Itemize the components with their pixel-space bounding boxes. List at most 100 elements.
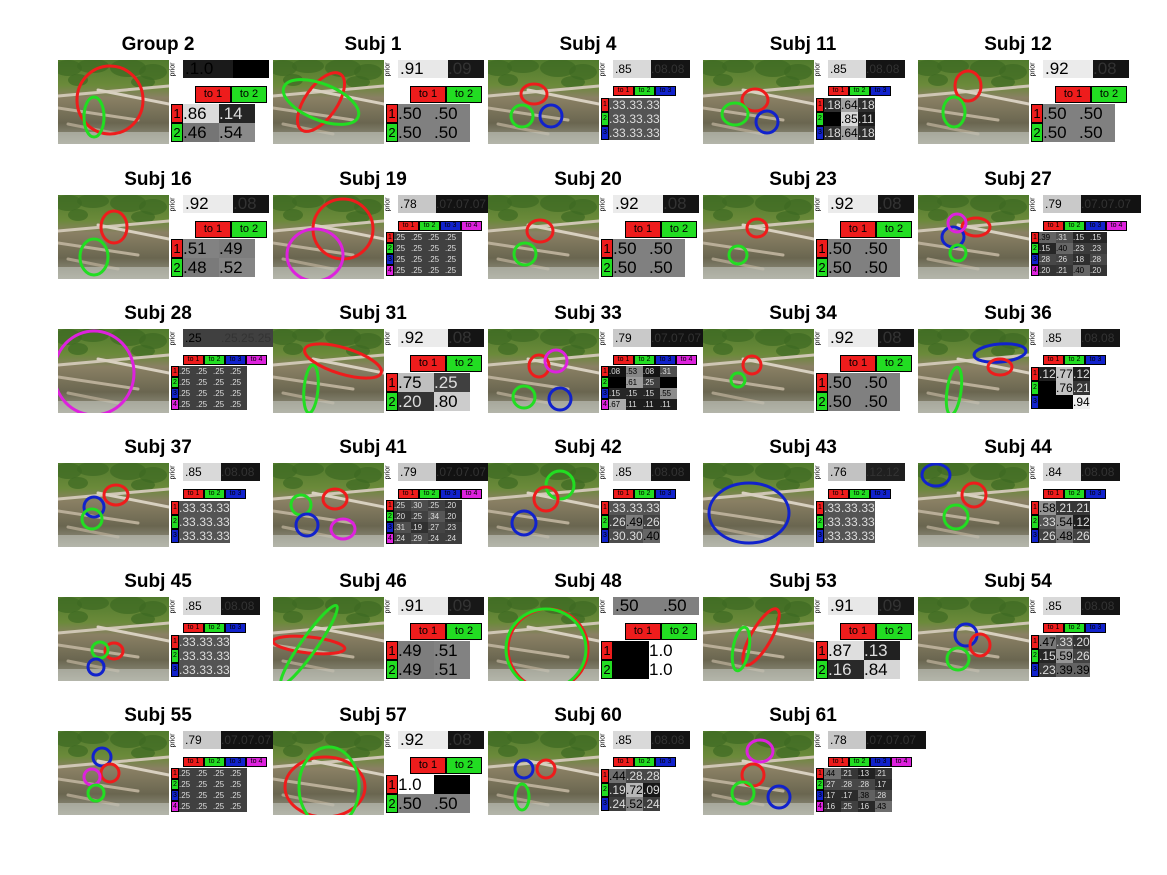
prior-label: prior — [1029, 331, 1037, 346]
transition-cell: .50 — [864, 373, 900, 392]
prior-row: .85.08.08 — [1043, 597, 1120, 615]
to-state-header: to 1 — [1043, 623, 1064, 633]
to-state-header: to 2 — [634, 757, 655, 767]
to-state-header: to 1 — [613, 489, 634, 499]
transition-cell — [660, 377, 677, 388]
scene-photo — [273, 731, 384, 815]
from-state-label: 1 — [1031, 104, 1043, 123]
from-state-label: 3 — [816, 529, 824, 543]
transition-cell — [613, 660, 649, 679]
panel-title: Subj 28 — [124, 303, 192, 324]
state-ellipse — [953, 69, 983, 103]
transition-cell: .25 — [230, 366, 247, 377]
transition-cell: .64 — [841, 98, 858, 112]
transition-cell: .25 — [196, 779, 213, 790]
scene-photo — [58, 597, 169, 681]
transition-row: 1.50.50 — [601, 239, 685, 258]
transition-row: 2.50.50 — [816, 392, 900, 411]
scene-photo — [703, 597, 814, 681]
transition-cell: .26 — [1039, 529, 1056, 543]
transition-header: to 1 to 2 — [410, 355, 482, 372]
transition-cell: .25 — [196, 366, 213, 377]
panel: Subj 44 prior .84.08.08 to 1 to 2 to 3 1.58.21… — [918, 437, 1120, 557]
transition-row: 1.75.25 — [386, 373, 470, 392]
panel: Subj 36 prior .85.08.08 to 1 to 2 to 3 1.12.77… — [918, 303, 1120, 423]
state-ellipse — [90, 640, 110, 660]
transition-cell: .08 — [609, 366, 626, 377]
transition-cell: .50 — [398, 123, 434, 142]
prior-cell: .08 — [878, 195, 914, 213]
to-state-header: to 3 — [870, 757, 891, 767]
transition-cell: .33 — [179, 649, 196, 663]
state-ellipse — [960, 216, 992, 238]
state-ellipse — [986, 357, 1014, 377]
transition-cell: .33 — [609, 501, 626, 515]
transition-cell: .33 — [213, 649, 230, 663]
transition-cell: .85 — [841, 112, 858, 126]
state-ellipse — [82, 495, 106, 519]
transition-cell: .26 — [643, 515, 660, 529]
transition-row: 1 1.0 — [601, 641, 685, 660]
to-state-header: to 2 — [446, 86, 482, 103]
prior-row: .50.50 — [613, 597, 699, 615]
from-state-label: 4 — [601, 399, 609, 410]
transition-row: 4.20.21.40.20 — [1031, 265, 1107, 276]
transition-cell: .26 — [609, 515, 626, 529]
prior-label: prior — [384, 465, 392, 480]
state-ellipse — [303, 342, 383, 380]
transition-row: 1.12.77.12 — [1031, 367, 1090, 381]
panel: Subj 11 prior .85.08.08 to 1 to 2 to 3 1.18.64… — [703, 34, 905, 154]
transition-cell: .23 — [1073, 243, 1090, 254]
prior-cell: .85 — [1043, 329, 1081, 347]
state-ellipse — [720, 101, 750, 127]
transition-row: 2.46.54 — [171, 123, 255, 142]
prior-row: .25.25.25.25 — [183, 329, 281, 347]
from-state-label: 2 — [601, 515, 609, 529]
transition-cell — [434, 775, 470, 794]
from-state-label: 1 — [386, 104, 398, 123]
transition-cell: .33 — [609, 98, 626, 112]
transition-cell: 1.0 — [649, 641, 685, 660]
scene-photo — [703, 731, 814, 815]
state-ellipse — [730, 780, 756, 806]
transition-cell: .50 — [1079, 104, 1115, 123]
to-state-header: to 2 — [204, 623, 225, 633]
state-ellipse — [942, 503, 970, 531]
transition-cell — [609, 377, 626, 388]
to-state-header: to 1 — [398, 489, 419, 499]
panel: Subj 37 prior .85.08.08 to 1 to 2 to 3 1.33.33… — [58, 437, 260, 557]
from-state-label: 2 — [1031, 381, 1039, 395]
transition-row: 1.25.25.25.25 — [171, 366, 247, 377]
transition-header: to 1 to 2 to 3 to 4 — [398, 489, 482, 499]
to-state-header: to 2 — [634, 86, 655, 96]
transition-cell: .50 — [1043, 104, 1079, 123]
from-state-label: 2 — [386, 392, 398, 411]
prior-label: prior — [1029, 599, 1037, 614]
transition-cell: .39 — [1039, 232, 1056, 243]
transition-row: 2.49.51 — [386, 660, 470, 679]
transition-cell: .51 — [434, 641, 470, 660]
transition-cell: .50 — [434, 794, 470, 813]
to-state-header: to 1 — [1043, 221, 1064, 231]
transition-cell — [613, 641, 649, 660]
prior-row: .85.08.08 — [828, 60, 905, 78]
prior-cell: .25 — [183, 329, 221, 347]
panel-title: Subj 16 — [124, 169, 192, 190]
transition-cell: .52 — [626, 797, 643, 811]
transition-cell: .76 — [1056, 381, 1073, 395]
transition-row: 2.33.33.33 — [601, 112, 660, 126]
transition-cell: .25 — [445, 243, 462, 254]
transition-cell: .20 — [445, 500, 462, 511]
panel: Subj 45 prior .85.08.08 to 1 to 2 to 3 1.33.33… — [58, 571, 260, 691]
transition-cell: .18 — [858, 126, 875, 140]
panel: Subj 54 prior .85.08.08 to 1 to 2 to 3 1.47.33… — [918, 571, 1120, 691]
panel: Subj 48 prior .50.50 to 1 to 2 1 1.0 2 1.0 — [488, 571, 699, 691]
panel: Subj 19 prior .78.07.07.07 to 1 to 2 to 3 to 4… — [273, 169, 496, 289]
scene-photo — [703, 463, 814, 547]
state-ellipse — [945, 646, 971, 672]
transition-cell: .24 — [428, 533, 445, 544]
prior-row: .78.07.07.07 — [828, 731, 926, 749]
scene-photo — [918, 597, 1029, 681]
panel: Group 2 prior .1.0 to 1 to 2 1.86.14 2.46.54 — [58, 34, 269, 154]
prior-cell: .08.08 — [651, 731, 690, 749]
